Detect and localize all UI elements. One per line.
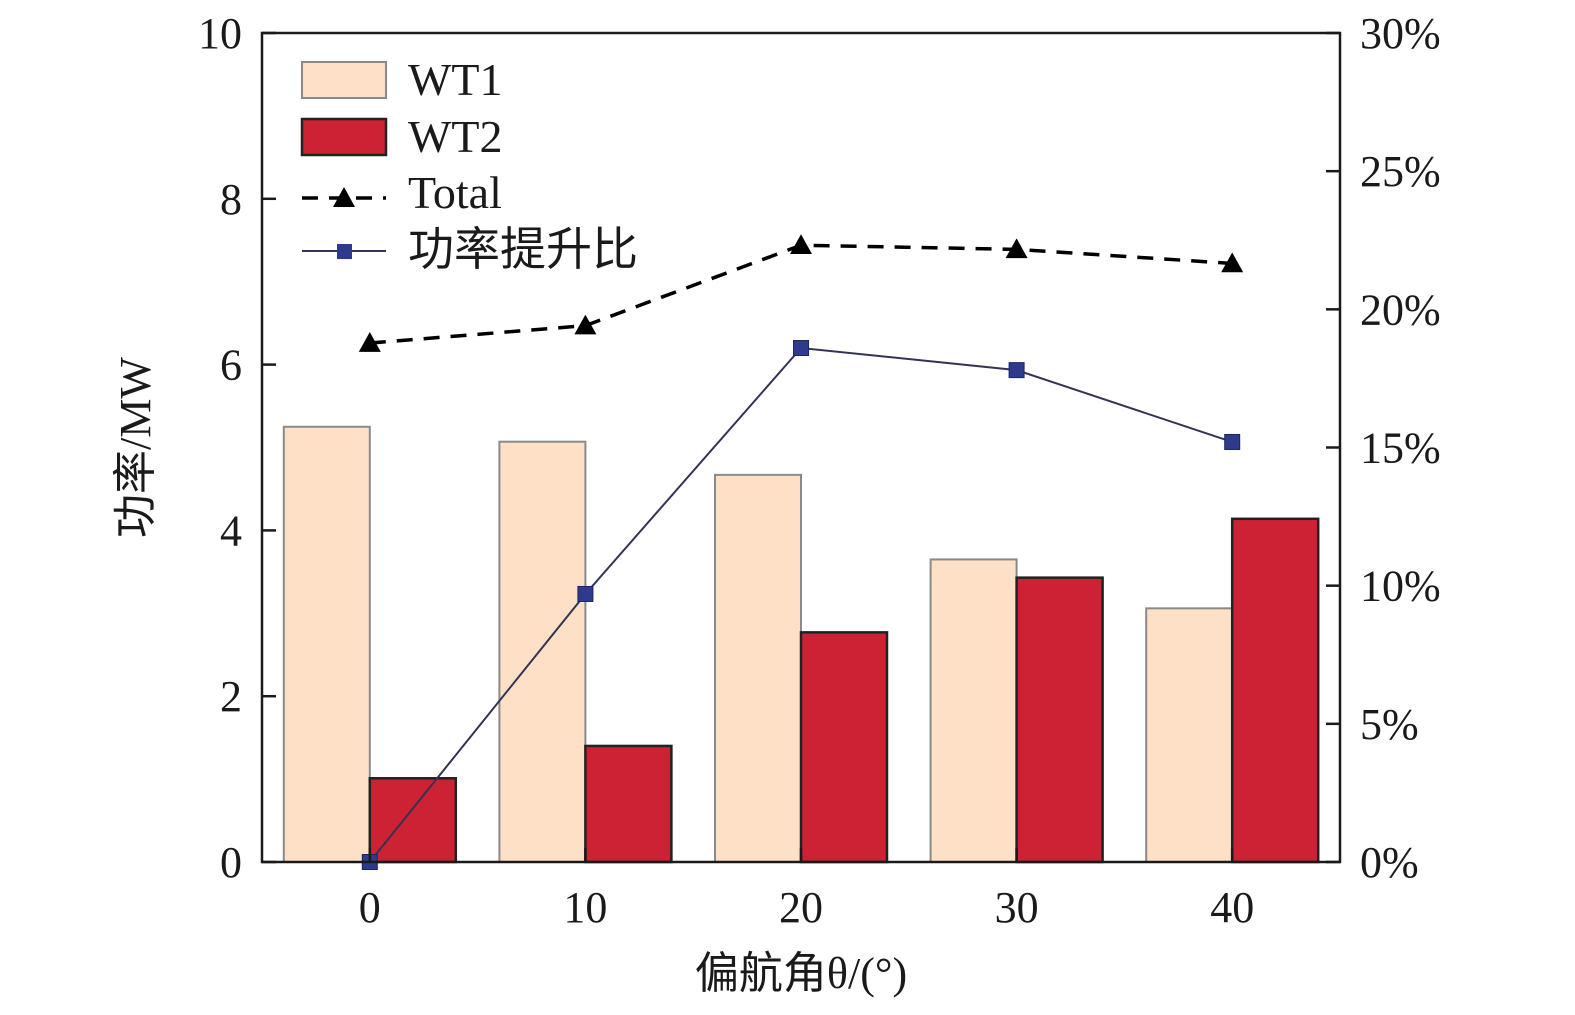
legend-marker-total: [333, 187, 355, 207]
bar-wt1-10: [498, 440, 587, 863]
total-point-10: [574, 314, 597, 335]
bar-wt2-20: [799, 631, 889, 864]
ratio-point-40: [1224, 433, 1241, 450]
y-tick-label-8: 8: [220, 175, 242, 224]
total-point-30: [1005, 238, 1028, 259]
y2-tick-label-6: 30%: [1360, 9, 1441, 58]
bar-wt2-40: [1230, 517, 1320, 864]
legend-label-ratio: 功率提升比: [408, 224, 638, 275]
y-tick-label-10: 10: [198, 9, 242, 58]
bar-wt1-0: [282, 425, 371, 863]
legend-label-wt2: WT2: [408, 111, 503, 162]
y2-tick-label-3: 15%: [1360, 424, 1441, 473]
bar-wt2-10: [584, 744, 673, 864]
total-point-20: [790, 234, 812, 255]
y-axis-title: 功率/MW: [111, 357, 160, 538]
y2-tick-label-2: 10%: [1360, 562, 1441, 611]
y2-tick-label-4: 20%: [1360, 285, 1441, 334]
bar-wt2-0: [368, 777, 458, 864]
legend-label-total: Total: [408, 167, 502, 218]
ratio-point-20: [793, 340, 809, 357]
y2-tick-label-5: 25%: [1360, 147, 1441, 196]
legend-marker-ratio: [337, 244, 352, 259]
y-tick-label-2: 2: [220, 672, 242, 721]
legend-label-wt1: WT1: [408, 54, 503, 105]
ratio-point-30: [1008, 362, 1025, 379]
ratio-point-10: [577, 585, 594, 602]
legend-swatch-wt1: [301, 61, 387, 99]
y-tick-label-0: 0: [220, 838, 242, 887]
y2-tick-label-0: 0%: [1360, 838, 1419, 887]
bar-wt1-20: [714, 473, 802, 863]
y-tick-label-4: 4: [220, 506, 242, 555]
bar-wt1-30: [929, 558, 1018, 863]
y2-tick-label-1: 5%: [1360, 700, 1419, 749]
x-tick-label-10: 10: [563, 883, 607, 932]
x-tick-label-40: 40: [1210, 883, 1254, 932]
bar-wt1-40: [1145, 607, 1234, 863]
x-tick-label-0: 0: [359, 883, 381, 932]
x-axis-title: 偏航角θ/(°): [695, 949, 907, 998]
bar-wt2-30: [1015, 576, 1104, 864]
total-point-40: [1221, 252, 1244, 273]
x-tick-label-30: 30: [995, 883, 1039, 932]
y-tick-label-6: 6: [220, 341, 242, 390]
total-point-0: [358, 332, 381, 352]
x-tick-label-20: 20: [779, 883, 823, 932]
legend-swatch-wt2: [300, 117, 388, 157]
